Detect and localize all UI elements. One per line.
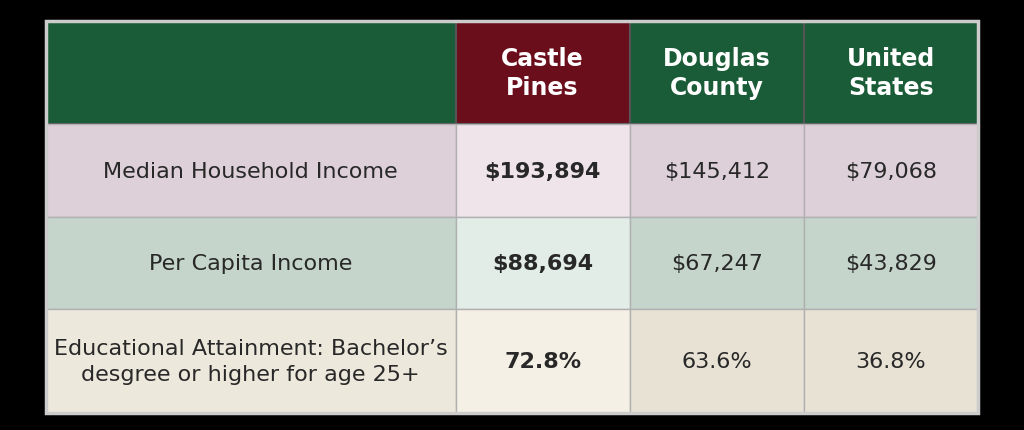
Bar <box>630 22 804 125</box>
Bar <box>630 125 804 217</box>
Text: Educational Attainment: Bachelor’s
desgree or higher for age 25+: Educational Attainment: Bachelor’s desgr… <box>54 338 447 384</box>
Bar <box>46 125 456 217</box>
Text: Douglas
County: Douglas County <box>663 46 771 100</box>
Bar <box>804 22 978 125</box>
Bar <box>804 125 978 217</box>
Text: 36.8%: 36.8% <box>855 351 926 371</box>
Text: United
States: United States <box>847 46 935 100</box>
Text: 63.6%: 63.6% <box>681 351 752 371</box>
Bar <box>46 309 456 413</box>
Text: Per Capita Income: Per Capita Income <box>150 253 352 273</box>
Bar <box>456 309 630 413</box>
Bar <box>456 22 630 125</box>
Text: $88,694: $88,694 <box>492 253 593 273</box>
Text: Castle
Pines: Castle Pines <box>502 46 584 100</box>
Text: Median Household Income: Median Household Income <box>103 161 398 181</box>
Bar <box>46 22 456 125</box>
Bar <box>46 217 456 309</box>
Text: 72.8%: 72.8% <box>504 351 582 371</box>
Text: $145,412: $145,412 <box>664 161 770 181</box>
Bar <box>630 309 804 413</box>
Text: $79,068: $79,068 <box>845 161 937 181</box>
Bar <box>456 125 630 217</box>
Text: $193,894: $193,894 <box>484 161 601 181</box>
Bar <box>804 309 978 413</box>
Bar <box>804 217 978 309</box>
Bar <box>630 217 804 309</box>
Text: $43,829: $43,829 <box>845 253 937 273</box>
Text: $67,247: $67,247 <box>671 253 763 273</box>
Bar <box>456 217 630 309</box>
